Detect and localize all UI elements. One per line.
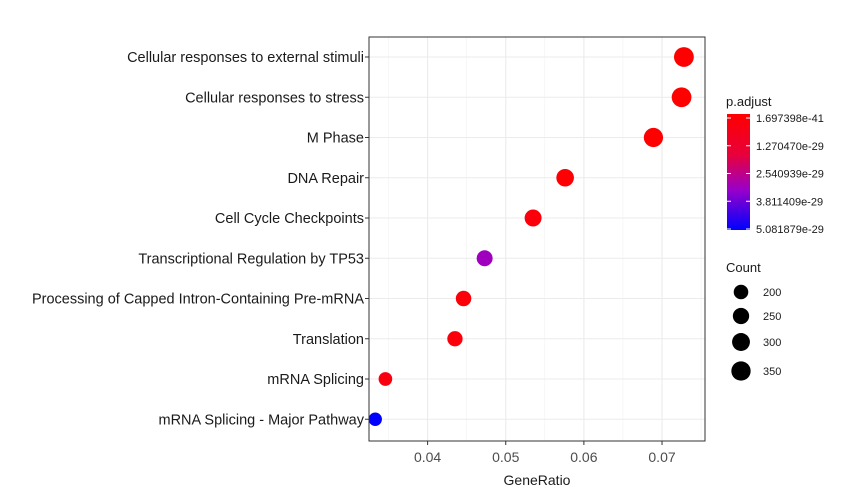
data-point	[455, 290, 472, 307]
size-legend-label: 250	[763, 311, 781, 323]
size-legend-circle	[732, 333, 750, 351]
color-legend: p.adjust 1.697398e-41 1.270470e-29 2.54093…	[726, 94, 824, 236]
color-legend-label: 5.081879e-29	[756, 224, 824, 236]
size-legend-circle	[733, 284, 749, 300]
category-label: Cellular responses to external stimuli	[127, 50, 364, 66]
size-legend-label: 200	[763, 287, 781, 299]
data-point	[671, 87, 692, 108]
size-legend-title: Count	[726, 260, 761, 275]
data-point	[556, 168, 574, 187]
color-legend-bar	[727, 114, 750, 230]
plot-panel-border	[368, 36, 706, 442]
data-point	[673, 47, 694, 67]
x-axis-title: GeneRatio	[504, 472, 571, 488]
data-point	[368, 412, 382, 426]
size-legend-circle	[731, 361, 751, 381]
data-points	[368, 47, 694, 426]
color-legend-label: 1.697398e-41	[756, 113, 824, 125]
category-label: DNA Repair	[287, 171, 364, 187]
size-legend-label: 350	[763, 366, 781, 378]
category-label: Cellular responses to stress	[185, 90, 364, 106]
size-legend-label: 300	[763, 337, 781, 349]
grid-lines	[369, 37, 705, 441]
color-legend-label: 1.270470e-29	[756, 141, 824, 153]
size-legend-circle	[732, 307, 750, 325]
x-tick-label: 0.07	[648, 449, 675, 465]
category-labels: Cellular responses to external stimuli Ce…	[32, 50, 369, 428]
color-legend-label: 3.811409e-29	[756, 196, 823, 208]
data-point	[476, 250, 493, 267]
category-label: mRNA Splicing	[267, 372, 364, 388]
x-tick-label: 0.06	[570, 449, 597, 465]
size-legend: Count 200 250 300 350	[726, 260, 781, 381]
data-point	[643, 127, 664, 148]
category-label: Cell Cycle Checkpoints	[215, 211, 364, 227]
color-legend-title: p.adjust	[726, 94, 772, 109]
data-point	[447, 331, 463, 347]
x-tick-label: 0.04	[414, 449, 441, 465]
category-label: Translation	[293, 332, 364, 348]
category-label: Processing of Capped Intron-Containing P…	[32, 292, 364, 308]
color-legend-label: 2.540939e-29	[756, 169, 824, 181]
data-point	[378, 372, 393, 386]
category-label: M Phase	[307, 131, 364, 147]
category-label: Transcriptional Regulation by TP53	[138, 251, 364, 267]
data-point	[524, 209, 542, 227]
x-axis-ticks: 0.04 0.05 0.06 0.07	[414, 441, 676, 465]
category-label: mRNA Splicing - Major Pathway	[159, 412, 365, 428]
x-tick-label: 0.05	[492, 449, 519, 465]
